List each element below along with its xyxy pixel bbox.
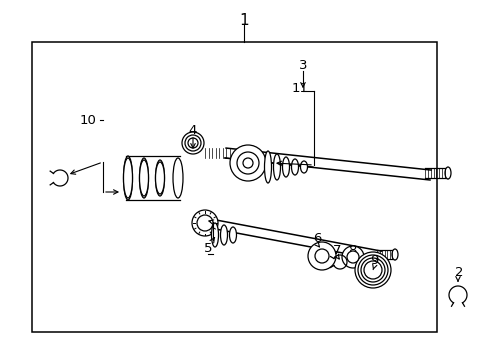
Ellipse shape	[139, 158, 148, 198]
Ellipse shape	[291, 159, 298, 175]
Ellipse shape	[123, 158, 132, 198]
Bar	[32, 42, 436, 332]
Circle shape	[182, 132, 203, 154]
Ellipse shape	[273, 154, 280, 180]
Circle shape	[341, 246, 363, 268]
Circle shape	[237, 152, 259, 174]
Circle shape	[314, 249, 328, 263]
Text: 11: 11	[291, 81, 308, 95]
Ellipse shape	[220, 225, 227, 245]
Text: 9: 9	[369, 255, 377, 267]
Circle shape	[192, 210, 218, 236]
Circle shape	[187, 138, 198, 148]
Ellipse shape	[123, 156, 132, 200]
Ellipse shape	[173, 158, 183, 198]
Text: 2: 2	[454, 266, 462, 279]
Text: 7: 7	[332, 243, 341, 256]
Ellipse shape	[264, 151, 271, 183]
Circle shape	[357, 255, 387, 285]
Circle shape	[197, 215, 213, 231]
Text: 10: 10	[80, 113, 96, 126]
Circle shape	[243, 158, 252, 168]
Circle shape	[229, 145, 265, 181]
Ellipse shape	[282, 157, 289, 177]
Ellipse shape	[155, 162, 164, 194]
Text: 6: 6	[312, 231, 321, 244]
Ellipse shape	[229, 227, 236, 243]
Circle shape	[360, 258, 384, 282]
Ellipse shape	[155, 160, 164, 196]
Text: 5: 5	[203, 242, 212, 255]
Ellipse shape	[300, 161, 307, 173]
Text: 8: 8	[347, 243, 355, 256]
Ellipse shape	[391, 249, 397, 260]
Circle shape	[354, 252, 390, 288]
Ellipse shape	[444, 167, 450, 179]
Text: 1: 1	[239, 13, 248, 27]
Ellipse shape	[139, 160, 148, 196]
Circle shape	[184, 135, 201, 151]
Ellipse shape	[211, 223, 218, 247]
Circle shape	[363, 261, 381, 279]
Text: 3: 3	[298, 59, 306, 72]
Text: 4: 4	[188, 123, 197, 136]
Circle shape	[307, 242, 335, 270]
Circle shape	[346, 251, 358, 263]
